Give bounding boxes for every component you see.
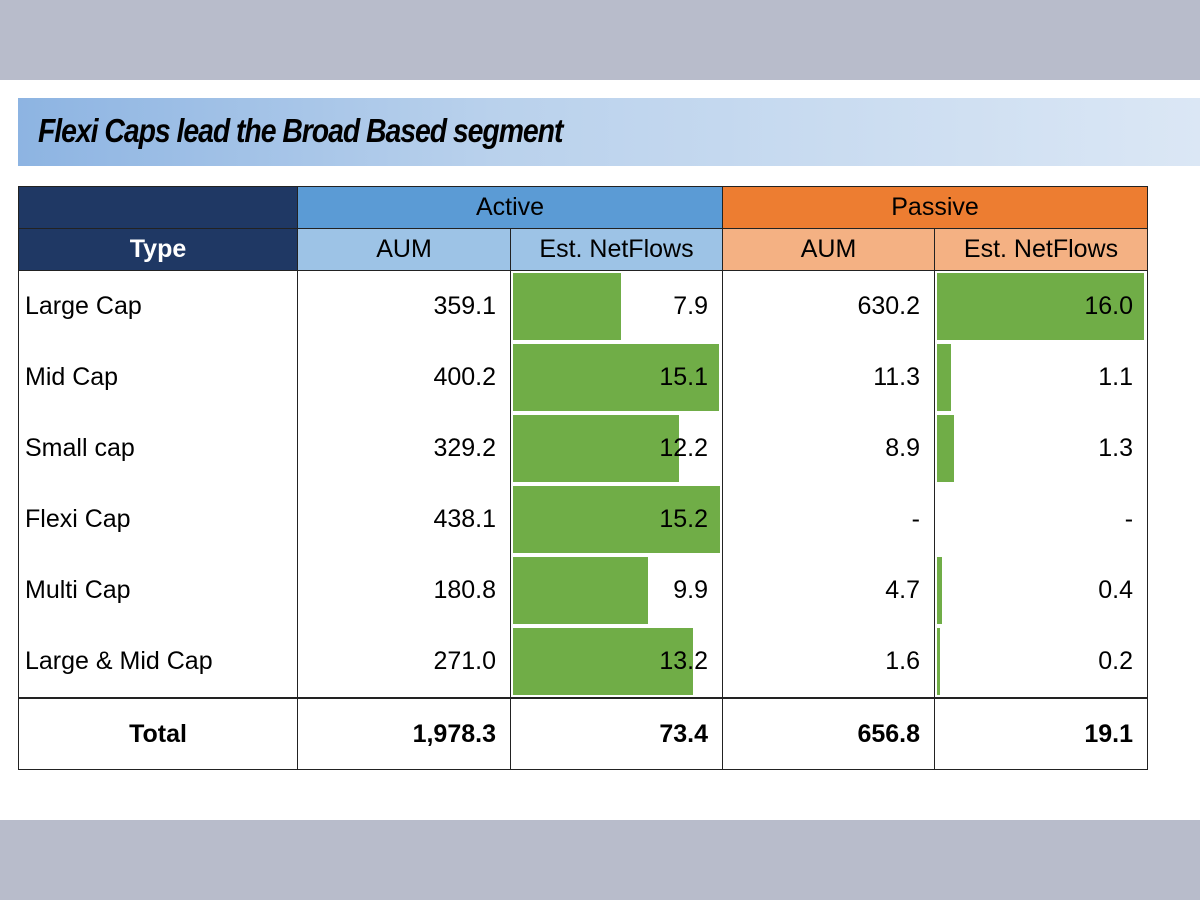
passive-header: Passive [721, 186, 1149, 229]
active-netflows-value: 7.9 [673, 292, 708, 320]
slide: Flexi Caps lead the Broad Based segment … [0, 80, 1200, 820]
title-bar: Flexi Caps lead the Broad Based segment [18, 98, 1200, 166]
active-aum-value: 329.2 [297, 413, 511, 484]
type-header-top [18, 186, 298, 229]
passive-netflows-value: 16.0 [1084, 292, 1134, 320]
active-aum-value: 359.1 [297, 270, 511, 342]
table-row: Mid Cap 400.2 15.1 11.3 1.1 [18, 342, 1149, 413]
active-netflows-value: 15.2 [659, 505, 708, 533]
passive-netflows-cell: 0.2 [933, 626, 1149, 698]
active-netflows-cell: 13.2 [510, 626, 723, 698]
active-netflows-bar [513, 628, 693, 695]
table-row: Large & Mid Cap 271.0 13.2 1.6 0.2 [18, 626, 1149, 698]
active-netflows-bar [513, 557, 648, 624]
active-netflows-bar [513, 415, 679, 482]
active-netflows-cell: 15.1 [510, 342, 723, 413]
slide-title: Flexi Caps lead the Broad Based segment [38, 112, 563, 149]
passive-netflows-value: 1.3 [1098, 434, 1134, 462]
passive-netflows-value: 1.1 [1098, 363, 1134, 391]
passive-aum-value: 1.6 [722, 626, 935, 698]
passive-netflows-bar [937, 628, 940, 695]
passive-aum-value: 4.7 [722, 555, 935, 626]
row-type-label: Mid Cap [18, 342, 298, 413]
total-row: Total 1,978.3 73.4 656.8 19.1 [18, 697, 1149, 770]
row-type-label: Flexi Cap [18, 484, 298, 555]
active-header: Active [297, 186, 723, 229]
passive-aum-value: 8.9 [722, 413, 935, 484]
active-aum-header: AUM [297, 228, 511, 271]
active-netflows-bar [513, 486, 720, 553]
passive-netflows-bar [937, 273, 1144, 340]
passive-netflows-header: Est. NetFlows [933, 228, 1149, 271]
active-netflows-header: Est. NetFlows [510, 228, 723, 271]
passive-netflows-value: 0.2 [1098, 647, 1134, 675]
flows-table: Active Passive Type AUM Est. NetFlows AU… [18, 186, 1149, 770]
passive-aum-value: 11.3 [722, 342, 935, 413]
total-passive-netflows: 19.1 [933, 697, 1149, 770]
active-netflows-cell: 15.2 [510, 484, 723, 555]
active-netflows-bar [513, 273, 621, 340]
passive-netflows-cell: 1.1 [933, 342, 1149, 413]
passive-netflows-cell: 0.4 [933, 555, 1149, 626]
table-row: Multi Cap 180.8 9.9 4.7 0.4 [18, 555, 1149, 626]
passive-netflows-value: 0.4 [1098, 576, 1134, 604]
passive-netflows-bar [937, 344, 951, 411]
active-netflows-value: 12.2 [659, 434, 708, 462]
table-row: Small cap 329.2 12.2 8.9 1.3 [18, 413, 1149, 484]
passive-netflows-bar [937, 557, 942, 624]
active-aum-value: 271.0 [297, 626, 511, 698]
total-passive-aum: 656.8 [722, 697, 935, 770]
active-netflows-bar [513, 344, 719, 411]
active-netflows-value: 9.9 [673, 576, 708, 604]
row-type-label: Multi Cap [18, 555, 298, 626]
active-netflows-cell: 9.9 [510, 555, 723, 626]
row-type-label: Large & Mid Cap [18, 626, 298, 698]
active-netflows-value: 13.2 [659, 647, 708, 675]
passive-netflows-cell: 16.0 [933, 270, 1149, 342]
table-row: Flexi Cap 438.1 15.2- - [18, 484, 1149, 555]
total-active-netflows: 73.4 [510, 697, 723, 770]
passive-netflows-cell: 1.3 [933, 413, 1149, 484]
passive-aum-header: AUM [722, 228, 935, 271]
active-aum-value: 180.8 [297, 555, 511, 626]
row-type-label: Large Cap [18, 270, 298, 342]
total-label: Total [18, 697, 298, 770]
row-type-label: Small cap [18, 413, 298, 484]
table-row: Large Cap 359.1 7.9 630.2 16.0 [18, 270, 1149, 342]
active-netflows-cell: 7.9 [510, 270, 723, 342]
passive-netflows-cell: - [933, 484, 1149, 555]
passive-netflows-value: - [1124, 505, 1134, 533]
active-netflows-cell: 12.2 [510, 413, 723, 484]
active-aum-value: 438.1 [297, 484, 511, 555]
passive-aum-value: 630.2 [722, 270, 935, 342]
passive-aum-value: - [722, 484, 935, 555]
type-header: Type [18, 228, 298, 271]
active-aum-value: 400.2 [297, 342, 511, 413]
passive-netflows-bar [937, 415, 954, 482]
total-active-aum: 1,978.3 [297, 697, 511, 770]
active-netflows-value: 15.1 [659, 363, 708, 391]
table-body: Large Cap 359.1 7.9 630.2 16.0 Mid Cap 400.2 15… [18, 270, 1149, 770]
